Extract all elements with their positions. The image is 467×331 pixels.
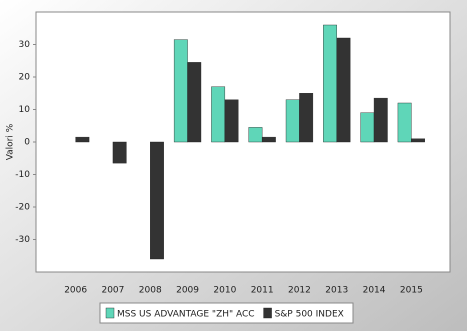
x-tick-label: 2010 <box>213 286 236 296</box>
y-axis-label: Valori % <box>6 123 16 160</box>
bar <box>373 97 388 143</box>
x-tick-label: 2011 <box>251 286 274 296</box>
y-tick-label: -20 <box>15 203 30 213</box>
x-tick-label: 2008 <box>139 286 162 296</box>
x-tick-label: 2007 <box>101 286 124 296</box>
bar <box>336 37 351 143</box>
bar <box>360 112 375 143</box>
legend-swatch <box>105 307 115 319</box>
bar <box>112 141 127 164</box>
x-tick-label: 2015 <box>400 286 423 296</box>
bar <box>285 99 300 143</box>
x-tick-label: 2006 <box>64 286 87 296</box>
y-tick-label: -10 <box>15 170 30 180</box>
legend-swatch <box>263 307 272 319</box>
bar <box>261 136 276 143</box>
y-tick-label: 10 <box>19 105 31 115</box>
bar <box>211 86 226 143</box>
bar <box>173 39 188 143</box>
x-tick-label: 2009 <box>176 286 199 296</box>
bar <box>411 138 425 143</box>
x-tick-label: 2012 <box>288 286 311 296</box>
bar <box>187 62 202 143</box>
bar <box>397 102 412 143</box>
bar <box>224 99 239 143</box>
legend <box>99 302 354 324</box>
y-tick-label: 0 <box>24 138 30 148</box>
x-tick-label: 2014 <box>363 286 386 296</box>
legend-label: S&P 500 INDEX <box>275 310 344 320</box>
y-tick-label: -30 <box>15 235 30 245</box>
bar <box>75 136 90 143</box>
bar <box>150 141 164 260</box>
bar <box>299 93 314 143</box>
bar <box>323 24 337 143</box>
y-tick-label: 20 <box>19 73 31 83</box>
y-tick-label: 30 <box>19 40 31 50</box>
bar <box>248 127 263 143</box>
x-tick-label: 2013 <box>325 286 348 296</box>
plot-area <box>35 11 451 273</box>
legend-label: MSS US ADVANTAGE "ZH" ACC <box>117 310 255 320</box>
